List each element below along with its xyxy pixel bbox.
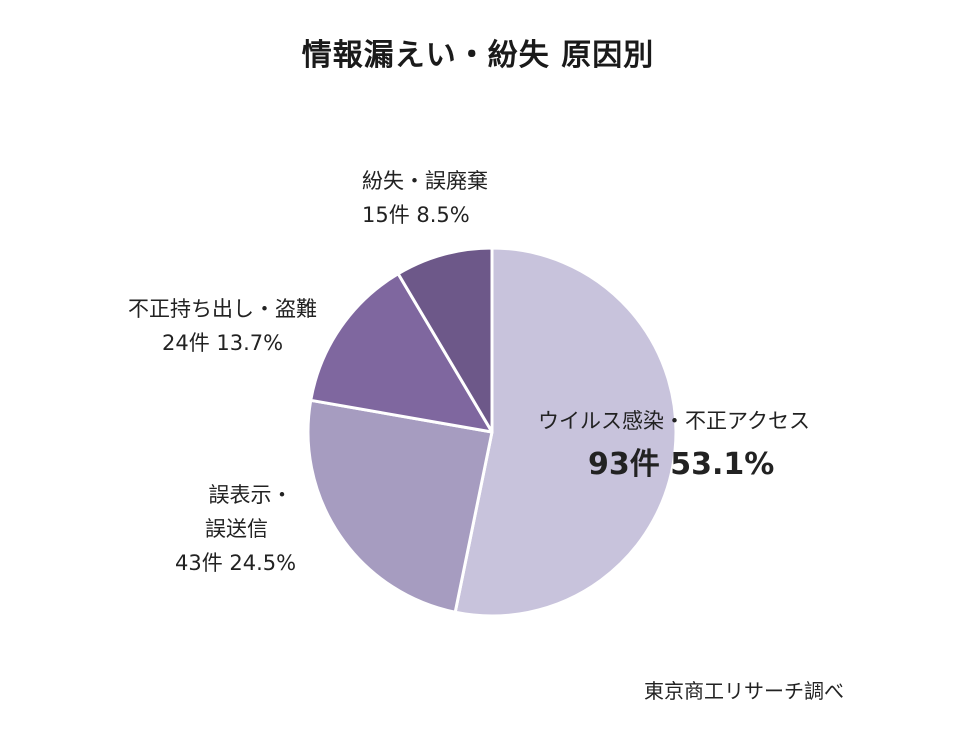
source-note: 東京商工リサーチ調べ (644, 679, 844, 703)
slice-label-loss-value: 15件 8.5% (362, 203, 470, 227)
slice-label-misdisplay: 誤表示・ 誤送信 43件 24.5% (175, 478, 296, 580)
slice-label-virus-name: ウイルス感染・不正アクセス (538, 409, 810, 433)
chart-title: 情報漏えい・紛失 原因別 (301, 38, 655, 73)
slice-label-misdisplay-value: 43件 24.5% (175, 551, 297, 575)
slice-label-virus-value: 93件 53.1% (588, 447, 775, 482)
slice-label-theft-value: 24件 13.7% (162, 331, 284, 355)
slice-label-misdisplay-name-1: 誤表示・ (208, 483, 293, 507)
slice-label-theft-name: 不正持ち出し・盗難 (128, 297, 317, 321)
pie-slice-misdisplay-missend (306, 398, 494, 614)
slice-label-virus: ウイルス感染・不正アクセス 93件 53.1% (538, 404, 810, 488)
slice-label-misdisplay-name-2: 誤送信 (205, 517, 268, 541)
slice-label-loss: 紛失・誤廃棄 15件 8.5% (362, 164, 488, 232)
slice-label-loss-name: 紛失・誤廃棄 (362, 169, 488, 193)
pie-slice-loss-disposal (396, 246, 494, 434)
pie-slice-virus-access (453, 246, 678, 618)
slice-label-theft: 不正持ち出し・盗難 24件 13.7% (128, 292, 317, 360)
pie-slice-theft-takeout (309, 272, 494, 434)
